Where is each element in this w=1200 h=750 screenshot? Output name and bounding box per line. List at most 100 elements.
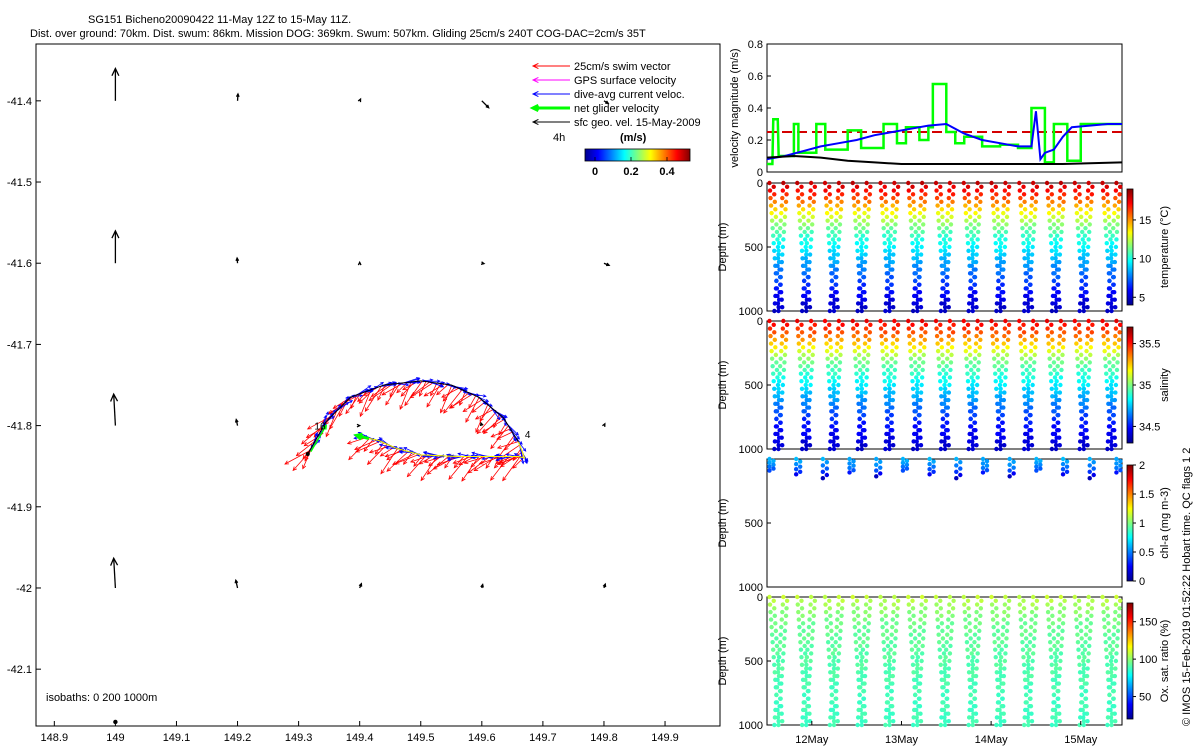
salinity-profile-point (1073, 326, 1078, 331)
salinity-profile-point (1025, 439, 1030, 444)
oxygen-profile-point (943, 655, 948, 660)
salinity-profile-point (939, 431, 945, 437)
swim-vector-shaft (427, 455, 450, 475)
net-velocity-arrow (310, 424, 327, 452)
surface-velocity-arrow-head (110, 556, 119, 566)
oxygen-profile-point (808, 651, 814, 656)
oxygen-profile-point (823, 602, 828, 607)
salinity-profile-point (806, 348, 812, 354)
temperature-profile-point (799, 241, 804, 246)
oxygen-profile-point (998, 719, 1003, 724)
swim-vector-head (300, 440, 306, 445)
swim-vector-head (332, 404, 338, 409)
dac-vector-shaft (447, 456, 464, 461)
swim-vector (404, 380, 423, 407)
temperature-profile-point (783, 207, 788, 212)
salinity-profile-point (994, 439, 1000, 444)
oxygen-profile-point (885, 643, 891, 649)
salinity-profile-point (800, 337, 805, 343)
temperature-profile-point (1018, 195, 1023, 201)
swim-vector-head (485, 464, 490, 469)
temperature-profile-point (835, 203, 840, 208)
swim-vector (490, 428, 511, 438)
salinity-profile-point (1023, 424, 1028, 429)
salinity-profile-point (1108, 439, 1114, 444)
swim-vector-shaft (441, 387, 459, 398)
salinity-profile-point (1102, 348, 1107, 354)
salinity-profile-point (906, 326, 911, 331)
temperature-profile-point (781, 180, 786, 186)
temperature-profile-point (1105, 199, 1111, 205)
swim-vector-head (306, 425, 312, 430)
salinity-profile-point (1100, 318, 1105, 324)
oxygen-profile-point (1046, 617, 1051, 622)
salinity-profile-point (835, 333, 841, 339)
dac-vector (470, 393, 487, 398)
salinity-profile-point (936, 363, 942, 369)
oxygen-profile-point (778, 632, 783, 637)
oxygen-profile-point (1081, 670, 1086, 675)
salinity-profile-point (994, 337, 1000, 343)
dac-vector-head (384, 446, 389, 450)
oxygen-profile-point (1002, 719, 1007, 724)
oxygen-profile-point (1049, 655, 1054, 660)
velocity-ytick-label: 0.2 (748, 135, 763, 147)
oxygen-profile-point (830, 685, 835, 690)
temperature-profile-point (999, 289, 1004, 295)
oxygen-profile-point (1107, 643, 1113, 649)
oxygen-profile-point (783, 621, 788, 626)
oxygen-profile-point (948, 643, 953, 649)
swim-vector-head (496, 444, 502, 449)
salinity-profile-point (1077, 446, 1082, 452)
salinity-profile-point (822, 318, 828, 324)
surface-velocity-arrow-head (358, 582, 363, 587)
salinity-profile-point (1086, 375, 1091, 380)
chlorophyll-profile-point (1038, 458, 1043, 464)
salinity-profile-point (1110, 371, 1115, 376)
temperature-profile-point (799, 308, 805, 314)
temperature-profile-point (1109, 241, 1115, 246)
oxygen-profile-point (886, 677, 891, 683)
surface-velocity-arrow-head (234, 578, 239, 584)
swim-vector (385, 383, 401, 406)
salinity-profile-point (1080, 375, 1085, 380)
salinity-profile-point (781, 318, 786, 324)
swim-vector-head (473, 467, 479, 472)
temperature-profile-point (771, 241, 776, 246)
oxygen-profile-point (825, 632, 830, 637)
oxygen-profile-point (1076, 598, 1082, 603)
oxygen-profile-point (1081, 719, 1087, 724)
temperature-profile-point (856, 214, 862, 220)
salinity-profile-point (1079, 424, 1084, 429)
swim-vector-head (453, 463, 459, 469)
salinity-profile-point (891, 382, 897, 388)
oxygen-profile-point (1081, 722, 1086, 728)
chlorophyll-colorbar-label: 0.5 (1139, 547, 1154, 559)
oxygen-profile-point (829, 636, 835, 641)
salinity-profile-point (919, 382, 924, 388)
oxygen-profile-point (782, 628, 788, 634)
oxygen-profile-point (1045, 609, 1051, 615)
salinity-profile-point (1044, 318, 1050, 324)
oxygen-profile-point (836, 658, 841, 664)
swim-vector-head (461, 476, 466, 482)
temperature-profile-point (773, 286, 779, 291)
dac-vector (520, 448, 525, 465)
oxygen-profile-point (1001, 681, 1006, 686)
salinity-profile-point (1022, 345, 1028, 350)
temperature-profile-point (1023, 286, 1028, 291)
salinity-profile-point (802, 367, 807, 373)
oxygen-profile-point (1051, 636, 1057, 641)
temperature-profile-point (990, 203, 996, 208)
oxygen-colorbar (1126, 602, 1134, 720)
chlorophyll-profile-point (1087, 456, 1092, 462)
temperature-profile-point (780, 244, 786, 250)
surface-velocity-arrow (480, 261, 486, 266)
temperature-profile-point (854, 184, 860, 189)
oxygen-profile-point (1053, 670, 1058, 675)
salinity-profile-point (1028, 348, 1034, 354)
temperature-profile-point (935, 210, 941, 216)
salinity-profile-point (921, 352, 926, 358)
salinity-profile-point (1083, 356, 1089, 361)
